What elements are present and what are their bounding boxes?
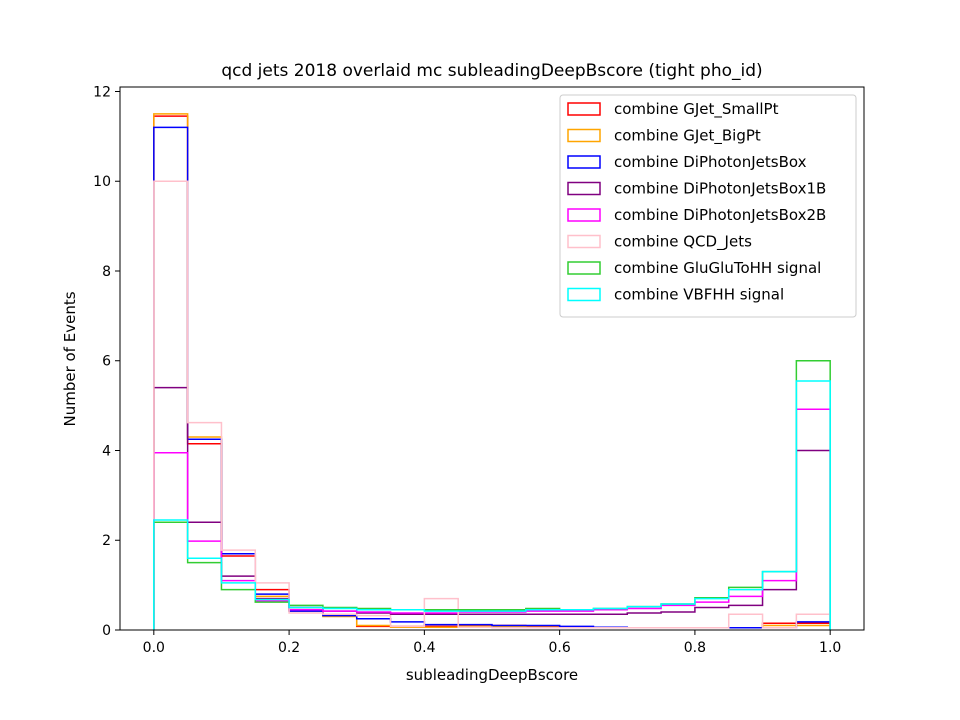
- y-tick-label: 2: [102, 533, 111, 549]
- legend-swatch: [567, 208, 601, 222]
- y-tick-label: 8: [102, 264, 111, 280]
- y-axis: 0 2 4 6 8 10 12: [93, 84, 120, 639]
- x-tick-label: 0.4: [413, 640, 435, 656]
- legend-box: [559, 94, 857, 318]
- x-tick-label: 0.2: [278, 640, 300, 656]
- x-tick-label: 0.8: [684, 640, 706, 656]
- legend-entry-label: combine QCD_Jets: [614, 233, 752, 252]
- x-tick-label: 1.0: [819, 640, 841, 656]
- legend-swatch: [567, 155, 601, 169]
- legend-swatch: [567, 128, 601, 143]
- chart-title: qcd jets 2018 overlaid mc subleadingDeep…: [221, 61, 762, 81]
- y-tick-label: 12: [93, 84, 111, 100]
- y-tick-label: 10: [93, 174, 111, 190]
- y-tick-label: 4: [102, 443, 111, 459]
- legend-swatch: [567, 234, 601, 249]
- x-axis-label: subleadingDeepBscore: [406, 666, 578, 684]
- legend-swatch: [567, 287, 601, 302]
- histogram-series-7: [153, 380, 831, 630]
- legend-entry-label: combine DiPhotonJetsBox1B: [614, 180, 826, 198]
- legend-entry-label: combine DiPhotonJetsBox: [614, 153, 807, 171]
- x-tick-label: 0.6: [549, 640, 571, 656]
- legend-entry-label: combine GJet_SmallPt: [614, 100, 779, 119]
- legend-entry-label: combine VBFHH signal: [614, 286, 784, 304]
- legend-swatch: [567, 102, 601, 116]
- axes-frame: [119, 86, 865, 631]
- y-tick-label: 6: [102, 354, 111, 370]
- x-axis: 0.0 0.2 0.4 0.6 0.8 1.0: [143, 630, 841, 656]
- x-tick-label: 0.0: [143, 640, 165, 656]
- plot-area: [153, 113, 831, 630]
- legend-entry-label: combine GluGluToHH signal: [614, 259, 821, 277]
- histogram-series-5: [153, 180, 831, 630]
- legend-entry-label: combine DiPhotonJetsBox2B: [614, 206, 826, 224]
- legend-swatch: [567, 181, 601, 196]
- y-axis-label: Number of Events: [61, 291, 79, 426]
- legend-entry-label: combine GJet_BigPt: [614, 127, 761, 146]
- legend-swatch: [567, 261, 601, 275]
- histogram-series-3: [153, 386, 831, 630]
- y-tick-label: 0: [102, 623, 111, 639]
